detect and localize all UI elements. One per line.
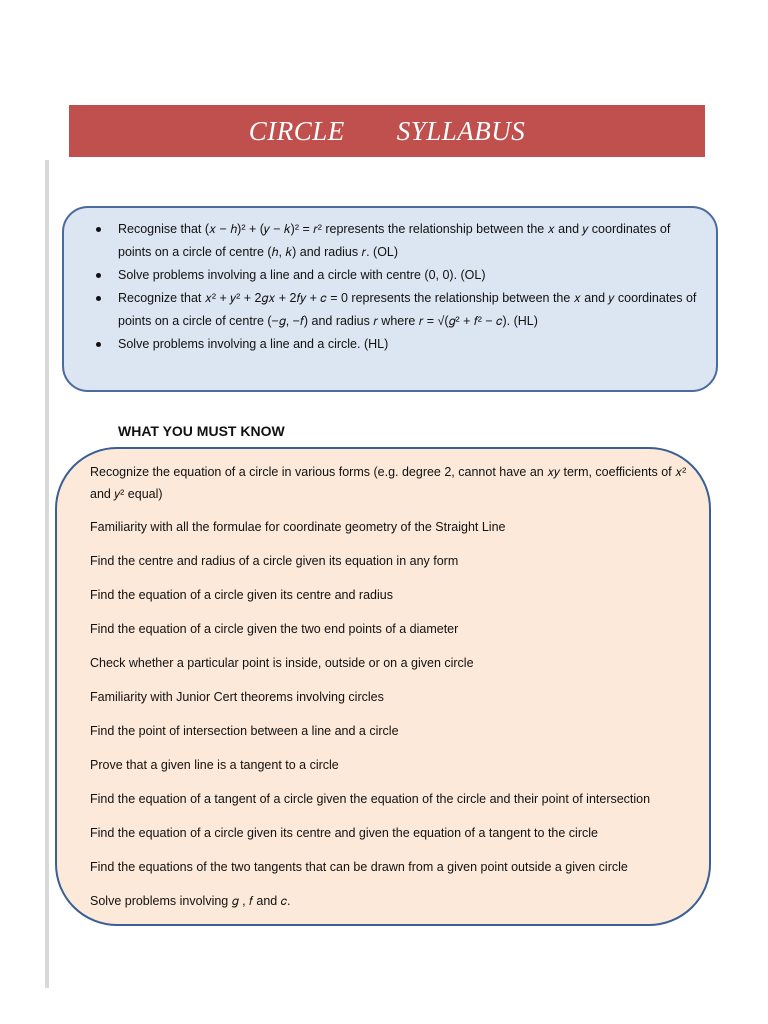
- title-word-syllabus: SYLLABUS: [396, 115, 526, 146]
- must-know-item: Find the equation of a circle given its …: [90, 826, 598, 840]
- must-know-item: Find the point of intersection between a…: [90, 724, 399, 738]
- must-know-box: Recognize the equation of a circle in va…: [55, 447, 711, 926]
- syllabus-item: Recognise that (𝑥 − ℎ)² + (𝑦 − 𝑘)² = 𝑟² …: [94, 218, 704, 264]
- must-know-heading: WHAT YOU MUST KNOW: [118, 423, 285, 439]
- must-know-item: Familiarity with all the formulae for co…: [90, 520, 506, 534]
- page-margin-line: [45, 160, 49, 988]
- syllabus-box: Recognise that (𝑥 − ℎ)² + (𝑦 − 𝑘)² = 𝑟² …: [62, 206, 718, 392]
- must-know-item: Find the equation of a circle given its …: [90, 588, 393, 602]
- syllabus-item: Recognize that 𝑥² + 𝑦² + 2𝑔𝑥 + 2𝑓𝑦 + 𝑐 =…: [94, 287, 704, 333]
- syllabus-list: Recognise that (𝑥 − ℎ)² + (𝑦 − 𝑘)² = 𝑟² …: [94, 218, 704, 356]
- must-know-item: Find the equation of a circle given the …: [90, 622, 459, 636]
- must-know-item: Find the centre and radius of a circle g…: [90, 554, 459, 568]
- title-banner: CIRCLE SYLLABUS: [69, 105, 705, 157]
- must-know-item: Find the equations of the two tangents t…: [90, 860, 628, 874]
- must-know-item: Find the equation of a tangent of a circ…: [90, 792, 651, 806]
- title-word-circle: CIRCLE: [248, 115, 345, 146]
- syllabus-item: Solve problems involving a line and a ci…: [94, 333, 704, 356]
- must-know-item: Familiarity with Junior Cert theorems in…: [90, 690, 384, 704]
- must-know-item: Prove that a given line is a tangent to …: [90, 758, 339, 772]
- must-know-item: Solve problems involving 𝑔 , 𝑓 and 𝑐.: [90, 894, 291, 908]
- must-know-list: Recognize the equation of a circle in va…: [90, 461, 690, 925]
- syllabus-item: Solve problems involving a line and a ci…: [94, 264, 704, 287]
- must-know-item: Check whether a particular point is insi…: [90, 656, 474, 670]
- must-know-item: Recognize the equation of a circle in va…: [90, 465, 687, 501]
